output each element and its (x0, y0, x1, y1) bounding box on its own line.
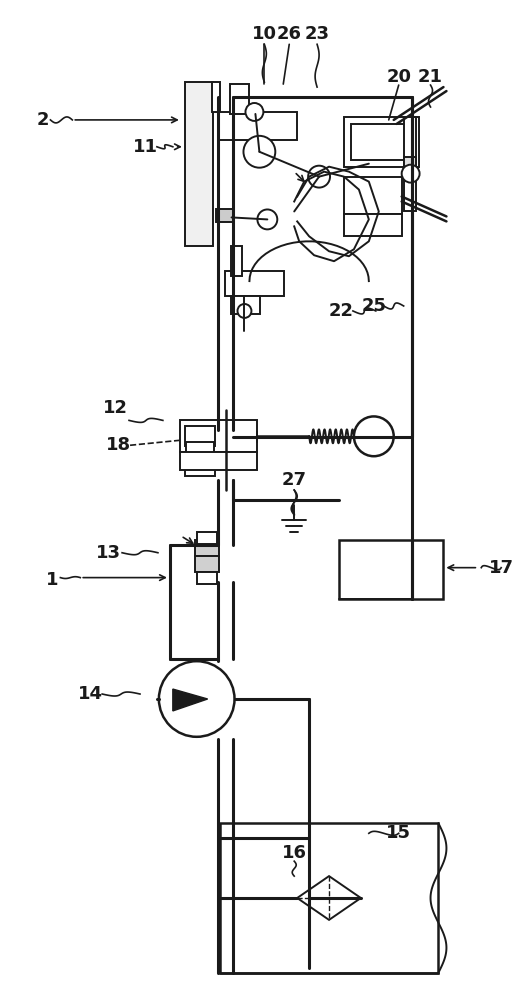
Circle shape (354, 416, 394, 456)
Circle shape (257, 209, 277, 229)
Bar (216, 209, 234, 222)
Text: 27: 27 (282, 471, 307, 489)
Text: 25: 25 (361, 297, 386, 315)
Text: 17: 17 (489, 559, 513, 577)
Bar (185, 82, 213, 246)
Bar (195, 556, 219, 572)
Bar (404, 157, 415, 175)
Circle shape (159, 661, 234, 737)
Circle shape (308, 166, 330, 188)
Bar (230, 84, 249, 114)
Text: 1: 1 (46, 571, 59, 589)
Text: 26: 26 (277, 25, 302, 43)
Bar (218, 112, 297, 140)
Text: 22: 22 (329, 302, 353, 320)
Text: 16: 16 (282, 844, 307, 862)
Text: 14: 14 (78, 685, 103, 703)
Bar (339, 540, 443, 599)
Bar (185, 456, 215, 476)
Text: 18: 18 (106, 436, 131, 454)
Bar (344, 177, 401, 214)
Circle shape (237, 304, 251, 318)
Text: 13: 13 (95, 544, 121, 562)
Text: 10: 10 (252, 25, 277, 43)
Text: 20: 20 (386, 68, 411, 86)
Polygon shape (297, 876, 361, 920)
Bar (231, 296, 261, 314)
Circle shape (244, 136, 276, 168)
Bar (404, 117, 415, 211)
Bar (351, 124, 411, 160)
Text: 15: 15 (386, 824, 411, 842)
Circle shape (401, 165, 420, 183)
Bar (212, 82, 220, 112)
Bar (344, 214, 401, 236)
Bar (197, 572, 217, 584)
Bar (180, 452, 257, 470)
Bar (220, 823, 439, 973)
Polygon shape (173, 689, 207, 711)
Bar (224, 271, 284, 296)
Text: 11: 11 (133, 138, 157, 156)
Text: 21: 21 (418, 68, 443, 86)
Text: 12: 12 (103, 399, 127, 417)
Bar (231, 246, 243, 276)
Bar (185, 426, 215, 446)
Circle shape (246, 103, 263, 121)
Bar (180, 420, 257, 452)
Bar (195, 540, 219, 556)
Bar (344, 117, 418, 167)
Text: 2: 2 (36, 111, 49, 129)
Bar (197, 532, 217, 544)
Text: 23: 23 (304, 25, 330, 43)
Bar (186, 442, 214, 456)
